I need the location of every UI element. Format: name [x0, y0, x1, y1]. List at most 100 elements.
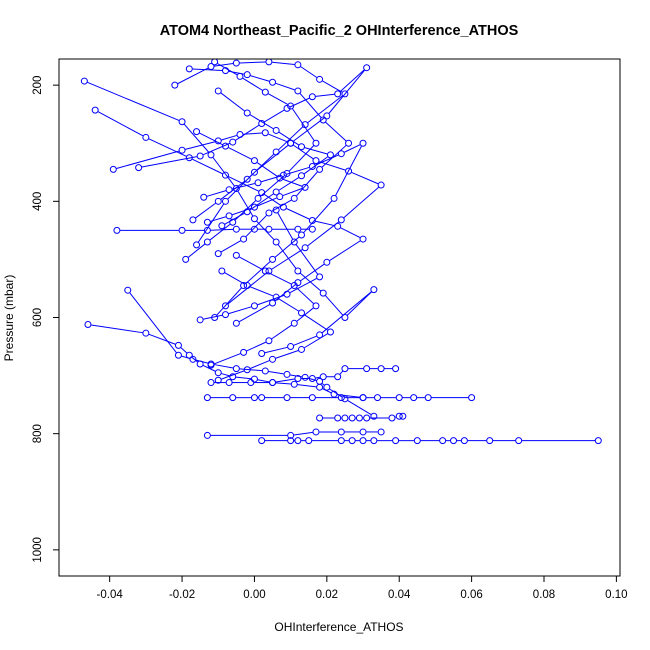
data-point — [308, 93, 316, 101]
data-point — [247, 379, 255, 387]
series-8-segment — [346, 291, 372, 316]
series-9-segment — [192, 158, 223, 175]
data-point — [312, 157, 320, 165]
series-14-segment — [217, 63, 238, 76]
data-point — [363, 64, 371, 72]
series-19-segment — [296, 287, 314, 304]
x-tick-label: 0.02 — [316, 589, 338, 601]
series-6-segment — [290, 374, 302, 378]
data-point — [178, 146, 186, 154]
data-point — [269, 355, 277, 363]
data-point — [413, 437, 421, 445]
data-point — [124, 286, 132, 294]
data-point — [287, 343, 295, 351]
data-point — [355, 414, 363, 422]
data-point — [290, 319, 298, 327]
data-point — [319, 373, 327, 381]
data-point — [294, 267, 302, 275]
data-point — [359, 139, 367, 147]
data-point — [214, 376, 222, 384]
series-14-segment — [209, 223, 231, 241]
series-9-segment — [300, 263, 325, 282]
data-point — [272, 293, 280, 301]
data-point — [225, 379, 233, 387]
data-point — [287, 437, 295, 445]
series-12-segment — [300, 66, 318, 78]
data-point — [294, 225, 302, 233]
data-point — [283, 290, 291, 298]
series-6-segment — [321, 383, 325, 386]
data-point — [515, 437, 523, 445]
data-point — [301, 244, 309, 252]
series-20-segment — [304, 333, 328, 349]
series-15-segment — [296, 171, 318, 197]
data-point — [334, 414, 342, 422]
series-17-segment — [278, 177, 299, 191]
data-point — [221, 311, 229, 319]
series-10-segment — [221, 134, 237, 141]
series-13-segment — [335, 145, 362, 196]
data-point — [171, 81, 179, 89]
series-10-segment — [271, 249, 303, 270]
series-19-segment — [268, 272, 292, 285]
data-point — [265, 209, 273, 217]
data-point — [283, 169, 291, 177]
data-point — [240, 282, 248, 290]
data-point — [399, 412, 407, 420]
series-5-segment — [91, 324, 143, 334]
data-point — [232, 225, 240, 233]
series-8-segment — [321, 291, 372, 334]
series-8-segment — [325, 295, 344, 316]
data-point — [203, 431, 211, 439]
data-point — [450, 437, 458, 445]
data-point — [276, 174, 284, 182]
data-point — [109, 165, 117, 173]
series-20-segment — [250, 286, 274, 297]
data-point — [178, 226, 186, 234]
series-6-segment — [181, 355, 190, 359]
data-point — [214, 197, 222, 205]
data-point — [294, 437, 302, 445]
data-point — [319, 289, 327, 297]
series-13-segment — [344, 144, 361, 153]
data-layer — [80, 59, 602, 445]
series-15-segment — [321, 145, 347, 168]
data-point — [218, 267, 226, 275]
data-point — [298, 309, 305, 317]
series-6-segment — [239, 368, 263, 372]
series-13-segment — [216, 287, 242, 316]
data-point — [341, 395, 349, 403]
data-point — [290, 282, 298, 290]
series-14-segment — [260, 175, 285, 197]
series-14-segment — [242, 77, 263, 91]
series-6-segment — [308, 377, 317, 381]
data-point — [250, 302, 258, 310]
data-point — [294, 87, 302, 95]
data-point — [316, 273, 324, 281]
series-9-segment — [238, 304, 270, 323]
series-15-segment — [220, 240, 241, 253]
data-point — [395, 412, 403, 420]
data-point — [337, 428, 345, 436]
x-tick-label: 0.10 — [605, 589, 627, 601]
series-12-segment — [214, 63, 234, 67]
data-point — [290, 238, 298, 246]
data-point — [341, 414, 349, 422]
data-point — [377, 181, 385, 189]
data-point — [363, 414, 371, 422]
series-11-segment — [339, 69, 365, 93]
data-point — [272, 206, 280, 214]
series-5-segment — [235, 376, 252, 380]
data-point — [229, 394, 237, 402]
data-point — [388, 414, 396, 422]
data-point — [341, 90, 349, 98]
data-point — [250, 157, 258, 165]
series-20-segment — [250, 360, 270, 369]
series-16-segment — [199, 132, 223, 146]
data-point — [243, 175, 251, 183]
series-15-segment — [192, 68, 223, 71]
data-point — [377, 365, 385, 373]
data-point — [283, 104, 291, 112]
series-5-segment — [275, 382, 292, 385]
data-point — [250, 168, 258, 176]
